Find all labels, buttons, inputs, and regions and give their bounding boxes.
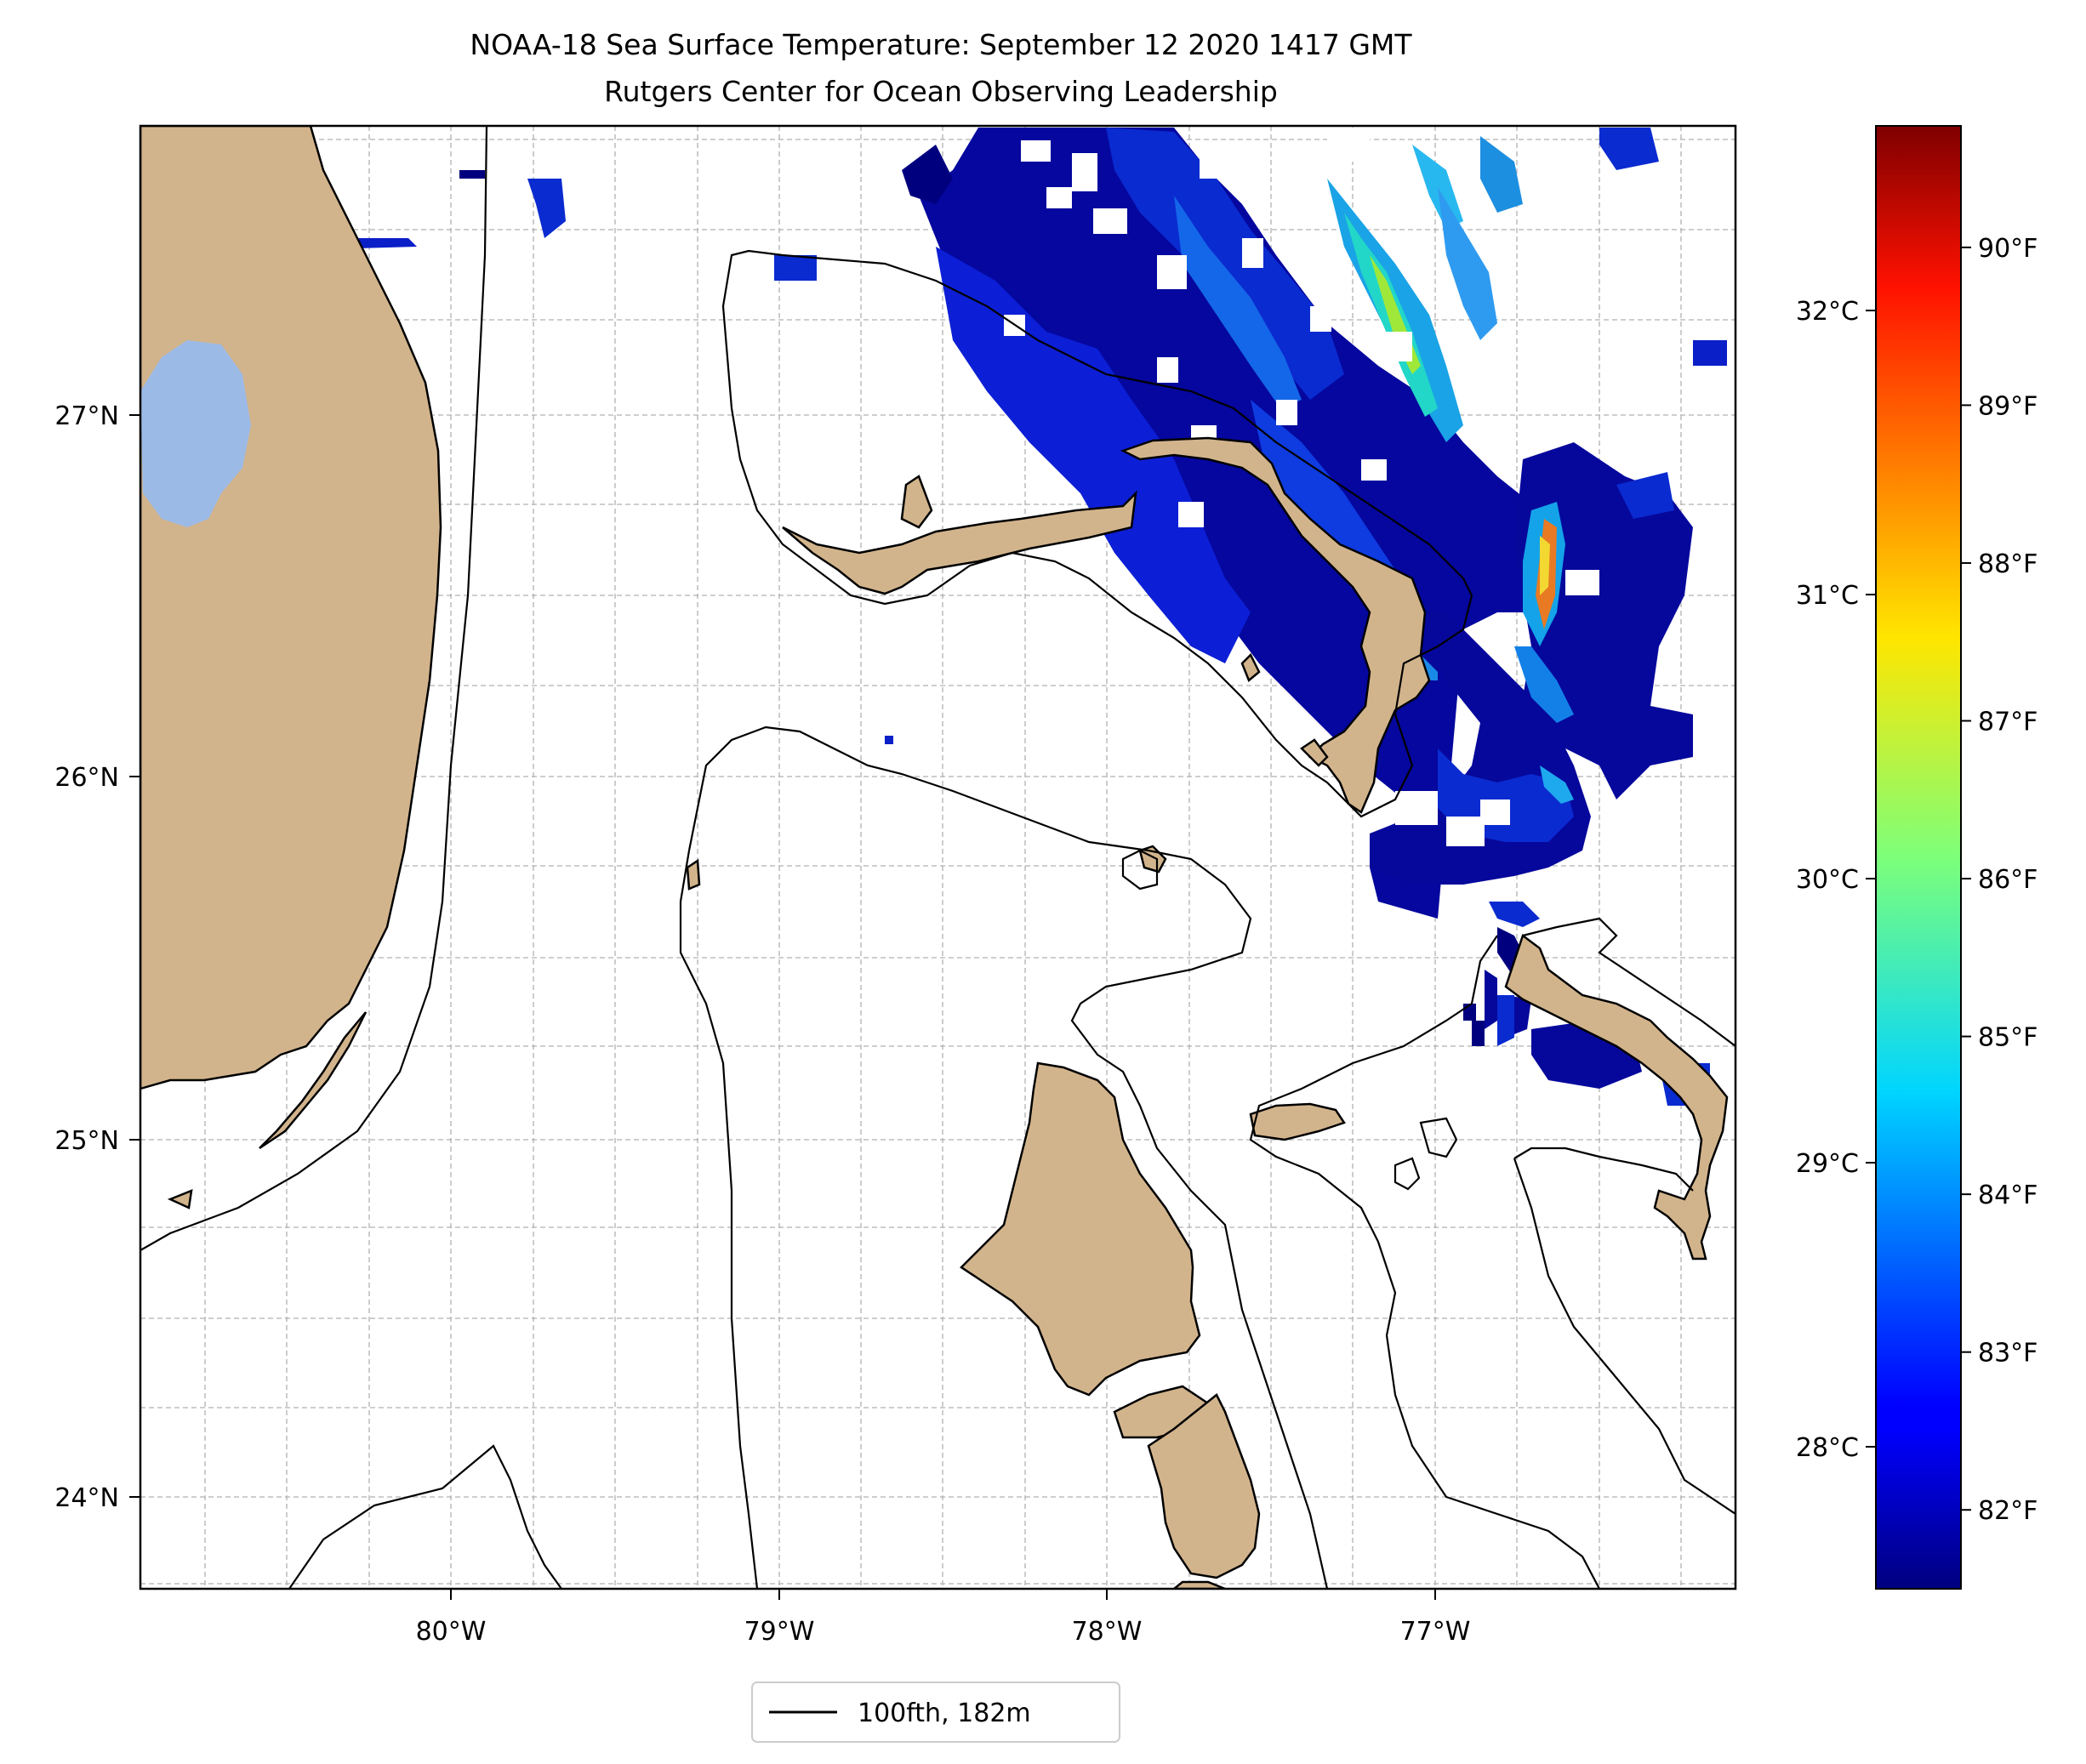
celsius-tick-label: 32°C — [1796, 297, 1859, 327]
legend-box — [751, 1681, 1120, 1743]
isobath-islet-2 — [1121, 849, 1159, 891]
keys-islet — [167, 1189, 193, 1209]
abaco-islet — [1240, 652, 1261, 683]
lat-tick-27n: 27°N — [54, 401, 119, 431]
bimini — [686, 858, 701, 891]
lat-tick-24n: 24°N — [54, 1483, 119, 1513]
lake-okeechobee — [140, 340, 251, 527]
isobath-exuma-sound — [1513, 1158, 1735, 1515]
fahrenheit-tick-label: 89°F — [1978, 391, 2038, 421]
isobath-florida-shelf — [140, 126, 488, 1251]
isobath-south-cay — [288, 1444, 562, 1589]
longitude-axis — [450, 1589, 1436, 1600]
title-line-1: NOAA-18 Sea Surface Temperature: Septemb… — [470, 28, 1412, 61]
colorbar: 32°C 31°C 30°C 29°C 28°C 90°F 89°F 88°F 87°F 86°… — [1796, 125, 2038, 1590]
isobath-tongue-of-ocean — [1249, 935, 1600, 1589]
isobath-tongue-of-ocean-west — [679, 850, 759, 1589]
new-providence — [1249, 1102, 1346, 1141]
lon-tick-78w: 78°W — [1072, 1617, 1143, 1647]
fahrenheit-tick-label: 82°F — [1978, 1496, 2038, 1526]
fahrenheit-tick-label: 88°F — [1978, 549, 2038, 579]
andros-island — [960, 1061, 1201, 1397]
celsius-tick-label: 31°C — [1796, 581, 1859, 611]
grand-bahama-east — [900, 475, 933, 529]
isobath-exuma-inner — [1513, 1147, 1694, 1192]
title-line-2: Rutgers Center for Ocean Observing Leade… — [604, 75, 1278, 108]
lon-tick-79w: 79°W — [744, 1617, 815, 1647]
florida-keys — [259, 1011, 368, 1150]
legend-label: 100fth, 182m — [858, 1699, 1031, 1728]
isobath-cay-sal — [1419, 1117, 1458, 1158]
lat-tick-26n: 26°N — [54, 763, 119, 793]
fahrenheit-ticks: 90°F 89°F 88°F 87°F 86°F 85°F 84°F 83°F 82°F — [1961, 234, 2038, 1526]
celsius-tick-label: 28°C — [1796, 1433, 1859, 1463]
isobath-great-bahama-bank-west — [687, 726, 1329, 1589]
grand-bahama — [782, 490, 1137, 595]
map-frame — [139, 124, 1737, 1590]
great-abaco — [1120, 436, 1431, 814]
celsius-ticks: 32°C 31°C 30°C 29°C 28°C — [1796, 297, 1876, 1463]
land-masses — [140, 126, 1729, 1589]
celsius-tick-label: 29°C — [1796, 1149, 1859, 1179]
isobath-islet — [1394, 1157, 1421, 1191]
sst-data-field — [140, 128, 1727, 1106]
fahrenheit-tick-label: 86°F — [1978, 865, 2038, 895]
andros-south-3 — [1171, 1580, 1226, 1589]
fahrenheit-tick-label: 90°F — [1978, 234, 2038, 264]
isobath-100fth — [140, 126, 1735, 1589]
isobath-little-bahama-bank — [721, 249, 1473, 818]
fahrenheit-tick-label: 85°F — [1978, 1023, 2038, 1053]
abaco-islet-2 — [1300, 738, 1329, 767]
fahrenheit-tick-label: 83°F — [1978, 1339, 2038, 1369]
legend: 100fth, 182m — [751, 1681, 1120, 1743]
colorbar-gradient — [1875, 125, 1962, 1590]
celsius-tick-label: 30°C — [1796, 865, 1859, 895]
lon-tick-77w: 77°W — [1400, 1617, 1471, 1647]
isobath-eleuthera-east — [1522, 917, 1735, 1047]
map-panel: 27°N 26°N 25°N 24°N 80°W 79°W 78°W 77°W — [54, 124, 1737, 1647]
lat-tick-25n: 25°N — [54, 1126, 119, 1156]
fahrenheit-tick-label: 87°F — [1978, 708, 2038, 737]
andros-south-2 — [1147, 1393, 1261, 1579]
latitude-axis — [129, 414, 140, 1498]
lon-tick-80w: 80°W — [416, 1617, 487, 1647]
fahrenheit-tick-label: 84°F — [1978, 1181, 2038, 1210]
eleuthera — [1504, 933, 1729, 1260]
